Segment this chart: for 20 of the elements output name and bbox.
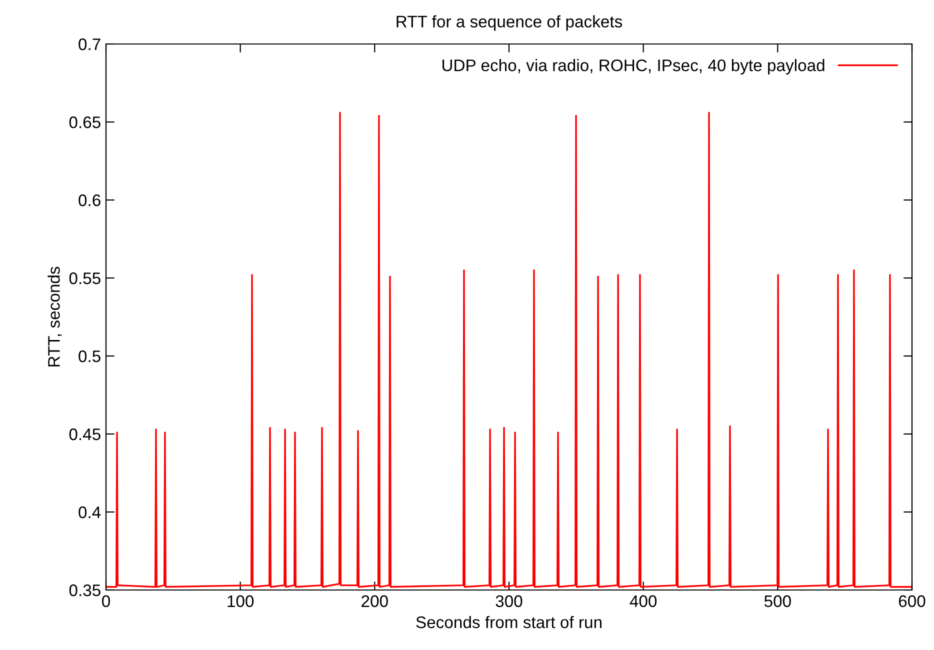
line-series [106, 112, 912, 588]
x-tick-label: 300 [496, 595, 522, 608]
x-tick-label: 500 [764, 595, 791, 608]
y-axis-title: RTT, seconds [48, 266, 62, 366]
y-tick-label: 0.65 [69, 116, 100, 128]
x-tick-label: 200 [362, 595, 388, 608]
legend-label: UDP echo, via radio, ROHC, IPsec, 40 byte payload [442, 59, 824, 75]
y-tick-label: 0.45 [69, 428, 100, 440]
x-tick-label: 100 [228, 595, 254, 608]
y-tick-label: 0.4 [78, 506, 101, 518]
y-tick-label: 0.35 [69, 584, 100, 596]
y-tick-label: 0.5 [78, 350, 100, 362]
x-tick-label: 0 [102, 595, 110, 608]
chart-title: RTT for a sequence of packets [396, 15, 622, 31]
x-axis-title: Seconds from start of run [416, 616, 602, 628]
x-tick-label: 600 [898, 595, 926, 608]
y-tick-label: 0.7 [78, 38, 100, 50]
x-tick-label: 400 [630, 595, 657, 608]
y-tick-label: 0.6 [78, 194, 100, 206]
y-tick-label: 0.55 [69, 272, 100, 284]
